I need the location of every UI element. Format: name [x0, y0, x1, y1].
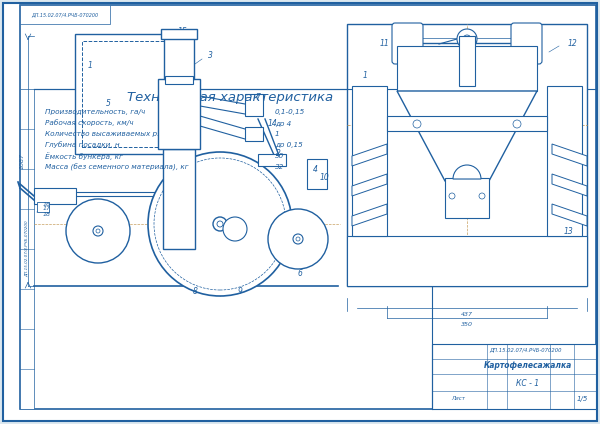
Bar: [82, 41, 173, 147]
Text: 350: 350: [461, 322, 473, 327]
Bar: [307, 159, 327, 189]
Circle shape: [463, 35, 471, 43]
Text: Глубина посадки, н: Глубина посадки, н: [45, 142, 119, 148]
Circle shape: [457, 29, 477, 49]
Text: 9: 9: [238, 287, 242, 296]
Text: 3: 3: [208, 51, 212, 61]
FancyBboxPatch shape: [392, 23, 423, 64]
Bar: [459, 36, 475, 86]
Text: 1/5: 1/5: [577, 396, 587, 402]
Circle shape: [268, 209, 328, 269]
Text: 10: 10: [320, 173, 330, 182]
Bar: [397, 46, 537, 91]
Circle shape: [213, 217, 227, 231]
Bar: [395, 26, 420, 61]
Circle shape: [449, 193, 455, 199]
Polygon shape: [352, 174, 387, 196]
Text: до 0,15: до 0,15: [275, 142, 303, 148]
Bar: [163, 149, 195, 249]
Text: 16: 16: [43, 201, 51, 206]
Text: 1: 1: [275, 131, 280, 137]
Text: 4: 4: [313, 165, 318, 175]
Polygon shape: [552, 204, 587, 226]
Text: 437: 437: [461, 312, 473, 317]
Text: 13: 13: [564, 226, 574, 235]
Text: Производительность, га/ч: Производительность, га/ч: [45, 109, 145, 115]
Text: 2: 2: [275, 150, 280, 159]
Bar: [352, 86, 387, 236]
Text: 32: 32: [275, 164, 284, 170]
Circle shape: [66, 199, 130, 263]
Polygon shape: [552, 144, 587, 166]
Circle shape: [93, 226, 103, 236]
Polygon shape: [552, 174, 587, 196]
Bar: [20, 89, 34, 409]
Text: Рабочая скорость, км/ч: Рабочая скорость, км/ч: [45, 120, 133, 126]
Text: Количество высаживаемых рядков, шт: Количество высаживаемых рядков, шт: [45, 131, 195, 137]
Wedge shape: [453, 165, 481, 179]
Text: Ёмкость бункера, кг: Ёмкость бункера, кг: [45, 152, 123, 160]
Circle shape: [223, 217, 247, 241]
Text: 17: 17: [43, 206, 51, 212]
Text: до 4: до 4: [275, 120, 291, 126]
Circle shape: [413, 120, 421, 128]
Circle shape: [296, 237, 300, 241]
Text: 14: 14: [267, 120, 277, 128]
Bar: [387, 116, 547, 131]
Text: КС - 1: КС - 1: [517, 379, 539, 388]
Bar: [37, 202, 49, 212]
Circle shape: [148, 152, 292, 296]
Bar: [161, 29, 197, 39]
Text: 12: 12: [567, 39, 577, 48]
Bar: [165, 76, 193, 84]
Bar: [34, 188, 76, 204]
Circle shape: [513, 120, 521, 128]
Text: 7: 7: [256, 94, 260, 103]
Text: 11: 11: [380, 39, 390, 48]
Text: Лист: Лист: [451, 396, 465, 402]
Text: Техническая характеристика: Техническая характеристика: [127, 92, 333, 104]
Circle shape: [96, 229, 100, 233]
Text: Масса (без семенного материала), кг: Масса (без семенного материала), кг: [45, 163, 188, 171]
Text: ДП.15.02.07/4.РЧБ-070200: ДП.15.02.07/4.РЧБ-070200: [31, 12, 98, 17]
Text: Картофелесажалка: Картофелесажалка: [484, 362, 572, 371]
Circle shape: [293, 234, 303, 244]
Circle shape: [154, 158, 286, 290]
Bar: [547, 86, 582, 236]
Text: 30: 30: [275, 153, 284, 159]
Bar: [347, 236, 587, 286]
Polygon shape: [352, 204, 387, 226]
Circle shape: [217, 221, 223, 227]
Text: 6: 6: [298, 270, 302, 279]
Text: 1087: 1087: [19, 153, 25, 169]
Bar: [432, 344, 596, 409]
Text: 1: 1: [88, 61, 92, 70]
Bar: [245, 127, 263, 141]
Bar: [164, 37, 194, 79]
Polygon shape: [352, 144, 387, 166]
Text: 0,1-0,15: 0,1-0,15: [275, 109, 305, 115]
Bar: [158, 79, 200, 149]
Text: 5: 5: [106, 100, 110, 109]
Text: 18: 18: [43, 212, 51, 218]
Text: 8: 8: [193, 287, 197, 296]
Bar: [20, 5, 110, 24]
Circle shape: [479, 193, 485, 199]
Bar: [258, 154, 286, 166]
Bar: [75, 34, 180, 154]
Text: ДП.15.02.07/4.РЧБ-070200: ДП.15.02.07/4.РЧБ-070200: [25, 220, 29, 277]
Text: 1: 1: [362, 72, 367, 81]
FancyBboxPatch shape: [511, 23, 542, 64]
Text: ДП.15.02.07/4.РЧБ-070200: ДП.15.02.07/4.РЧБ-070200: [489, 348, 562, 352]
Text: 15: 15: [177, 26, 187, 36]
Polygon shape: [397, 91, 537, 181]
Bar: [245, 94, 263, 116]
Bar: [347, 24, 587, 286]
Bar: [445, 178, 489, 218]
